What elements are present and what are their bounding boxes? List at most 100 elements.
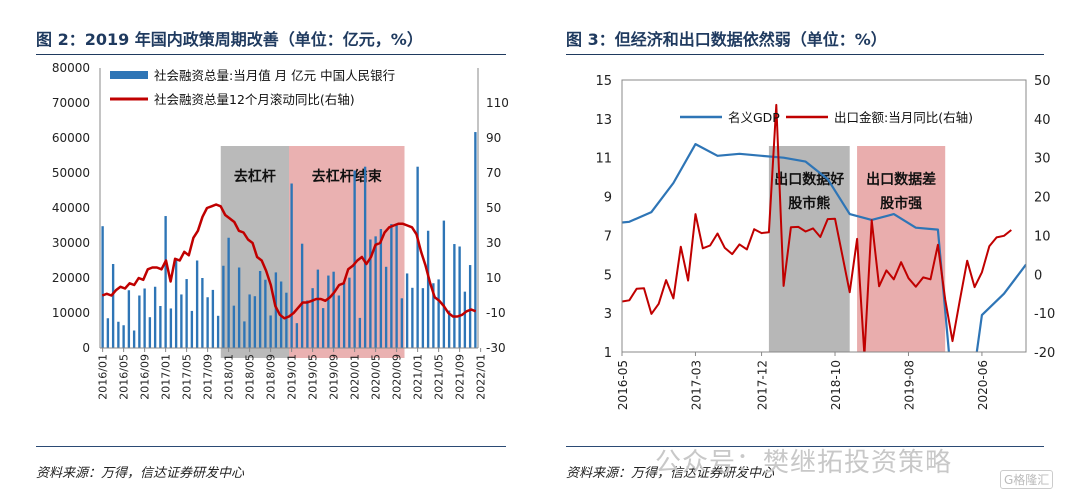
left-chart: 去杠杆 去杠杆结束 0 10000 20000 30000 40000 50000 60000 7… <box>52 61 509 400</box>
bar <box>222 265 225 348</box>
bar <box>442 220 446 348</box>
y-tick-label: 40000 <box>52 201 90 215</box>
x-tick-label: 2020/05 <box>370 354 383 400</box>
y2-tick-label: -10 <box>1034 307 1055 322</box>
bar <box>253 296 257 348</box>
left-chart-title: 图 2：2019 年国内政策周期改善（单位：亿元，%） <box>36 30 423 49</box>
bar <box>248 294 251 348</box>
bar <box>264 279 267 348</box>
x-tick-label: 2018-10 <box>829 360 843 410</box>
bar <box>395 225 398 348</box>
right-chart: 出口数据好股市熊出口数据差股市强13579111315-20-100102030… <box>595 74 1055 410</box>
shaded-region-label: 股市熊 <box>788 195 830 212</box>
bar <box>285 292 288 348</box>
bar <box>369 239 372 348</box>
bar <box>468 265 472 348</box>
plot-area <box>622 103 1026 352</box>
watermark-text: 公众号：樊继拓投资策略 <box>655 448 953 478</box>
x-tick-label: 2020/09 <box>391 354 404 400</box>
x-tick-label: 2017-03 <box>689 360 703 410</box>
left-bottom-rule <box>36 446 506 447</box>
x-tick-label: 2019/09 <box>328 354 341 400</box>
bar <box>363 166 367 348</box>
bar <box>190 310 194 348</box>
x-tick-label: 2022/01 <box>475 354 488 400</box>
bar <box>390 224 393 348</box>
x-tick-label: 2020-06 <box>976 360 990 410</box>
x-tick-label: 2016/05 <box>118 354 131 400</box>
bar <box>463 291 467 348</box>
x-tick-label: 2017-12 <box>756 360 770 410</box>
bar <box>153 286 157 348</box>
line-series <box>622 103 1012 352</box>
x-tick-label: 2021/01 <box>412 354 425 400</box>
bar <box>195 260 199 348</box>
x-tick-label: 2021/09 <box>454 354 467 400</box>
y-tick-label: 10000 <box>52 306 90 320</box>
y-tick-label: 80000 <box>52 61 90 75</box>
bar <box>127 290 131 348</box>
y-tick-label: 3 <box>604 307 612 322</box>
bar <box>332 271 335 348</box>
bar <box>379 229 383 348</box>
legend-label: 名义GDP <box>728 110 780 125</box>
bar <box>143 288 146 348</box>
right-bottom-rule <box>566 446 1044 447</box>
y-tick-label: 60000 <box>52 131 90 145</box>
bar <box>453 244 456 348</box>
y2-tick-label: -10 <box>486 306 506 320</box>
bar <box>342 282 346 348</box>
bar <box>174 258 178 348</box>
y-tick-label: 11 <box>595 152 612 167</box>
y2-tick-label: 70 <box>486 166 501 180</box>
x-tick-label: 2018/05 <box>244 354 257 400</box>
bar <box>290 183 293 348</box>
bar <box>180 294 183 348</box>
x-tick-label: 2021/05 <box>433 354 446 400</box>
bar <box>148 317 152 348</box>
watermark-logo: G格隆汇 <box>1000 470 1054 489</box>
bar <box>138 295 141 348</box>
right-chart-title: 图 3：但经济和出口数据依然弱（单位：%） <box>566 30 887 49</box>
y-tick-label: 15 <box>595 74 612 89</box>
y2-tick-label: -20 <box>1034 346 1055 361</box>
y2-tick-label: -30 <box>486 341 506 355</box>
shaded-region-label: 股市强 <box>880 195 922 212</box>
y2-tick-label: 40 <box>1034 113 1051 128</box>
y-tick-label: 9 <box>604 191 612 206</box>
x-tick-label: 2019/05 <box>307 354 320 400</box>
bar <box>169 308 173 348</box>
bar <box>232 305 236 348</box>
bar <box>432 283 435 348</box>
bar <box>211 289 215 348</box>
y-tick-label: 13 <box>595 113 612 128</box>
shaded-region-label: 出口数据好 <box>774 171 844 188</box>
y2-tick-label: 30 <box>486 236 501 250</box>
bar <box>106 318 110 348</box>
bar <box>122 325 125 348</box>
bar <box>426 230 430 348</box>
bar <box>185 279 188 348</box>
y-tick-label: 70000 <box>52 96 90 110</box>
y2-tick-label: 50 <box>486 201 501 215</box>
bar <box>327 275 330 348</box>
bar <box>421 288 425 348</box>
bar <box>348 277 351 348</box>
y2-tick-label: 20 <box>1034 191 1051 206</box>
x-tick-label: 2018/09 <box>265 354 278 400</box>
bar <box>316 269 320 348</box>
bar <box>300 243 304 348</box>
x-tick-label: 2019/01 <box>286 354 299 400</box>
y-tick-label: 20000 <box>52 271 90 285</box>
x-tick-label: 2016/01 <box>97 354 110 400</box>
bar <box>111 264 115 348</box>
y-tick-label: 5 <box>604 268 612 283</box>
shaded-region-label: 去杠杆 <box>234 168 276 185</box>
right-source-note: 资料来源：万得，信达证券研发中心 <box>566 466 775 481</box>
right-title-rule <box>566 54 1044 55</box>
y-tick-label: 30000 <box>52 236 90 250</box>
bar <box>405 273 409 348</box>
x-tick-label: 2016-05 <box>616 360 630 410</box>
y2-tick-label: 110 <box>486 96 509 110</box>
left-title-rule <box>36 54 506 55</box>
